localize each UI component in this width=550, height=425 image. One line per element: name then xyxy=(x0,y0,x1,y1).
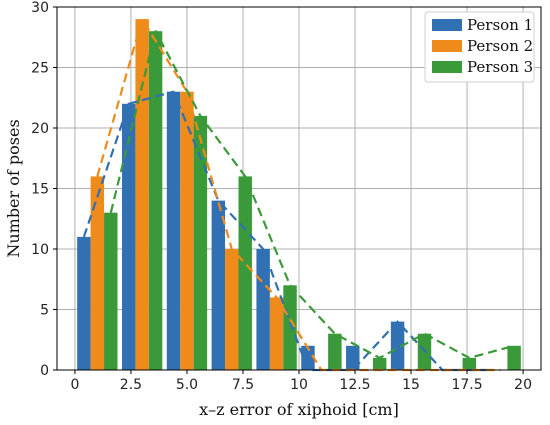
legend-swatch xyxy=(432,40,462,52)
bar xyxy=(507,345,521,370)
x-tick-label: 2.5 xyxy=(120,377,142,393)
legend-swatch xyxy=(432,19,462,31)
bar xyxy=(211,200,226,370)
legend-entry: Person 2 xyxy=(432,37,533,55)
trend-line xyxy=(82,90,488,372)
x-tick-label: 15 xyxy=(402,377,420,393)
legend-entry: Person 3 xyxy=(432,58,533,76)
trend-line xyxy=(109,30,515,359)
bar xyxy=(283,285,297,370)
bar xyxy=(269,297,284,370)
x-tick-label: 5.0 xyxy=(176,377,198,393)
bar xyxy=(135,19,149,370)
legend: Person 1 Person 2 Person 3 xyxy=(424,11,535,83)
bars xyxy=(77,19,521,371)
y-tick-label: 15 xyxy=(31,182,49,198)
bar xyxy=(77,236,91,370)
legend-entry: Person 1 xyxy=(432,16,533,34)
y-tick-label: 10 xyxy=(31,242,49,258)
bar xyxy=(180,91,194,370)
bar xyxy=(90,176,105,370)
y-tick-label: 30 xyxy=(31,0,49,16)
y-tick-label: 25 xyxy=(31,61,49,77)
axis-ticks: 0 2.5 5.0 7.5 10 12.5 15 17.5 20 0 5 10 15 20 25 30 xyxy=(31,0,532,393)
y-tick-label: 20 xyxy=(31,121,49,137)
x-axis-label: x–z error of xiphoid [cm] xyxy=(199,400,399,419)
x-tick-label: 17.5 xyxy=(451,377,482,393)
bar xyxy=(104,212,118,370)
x-tick-label: 12.5 xyxy=(339,377,370,393)
legend-swatch xyxy=(432,61,462,73)
bar xyxy=(238,176,252,370)
y-tick-label: 0 xyxy=(40,363,49,379)
bar xyxy=(346,345,360,370)
bar xyxy=(225,249,239,370)
x-tick-label: 0 xyxy=(70,377,79,393)
bar xyxy=(166,91,181,370)
y-tick-label: 5 xyxy=(40,303,49,319)
bar xyxy=(121,103,136,371)
bar xyxy=(256,249,270,370)
bar xyxy=(462,357,477,370)
x-tick-label: 10 xyxy=(290,377,308,393)
bar xyxy=(390,321,405,370)
bar xyxy=(372,357,387,370)
x-tick-label: 20 xyxy=(514,377,532,393)
x-tick-label: 7.5 xyxy=(232,377,254,393)
y-axis-label: Number of poses xyxy=(4,119,23,257)
legend-label: Person 1 xyxy=(467,16,533,34)
bar xyxy=(328,333,342,370)
bar xyxy=(148,31,163,370)
legend-label: Person 3 xyxy=(467,58,533,76)
bar xyxy=(193,115,208,371)
legend-label: Person 2 xyxy=(467,37,533,55)
